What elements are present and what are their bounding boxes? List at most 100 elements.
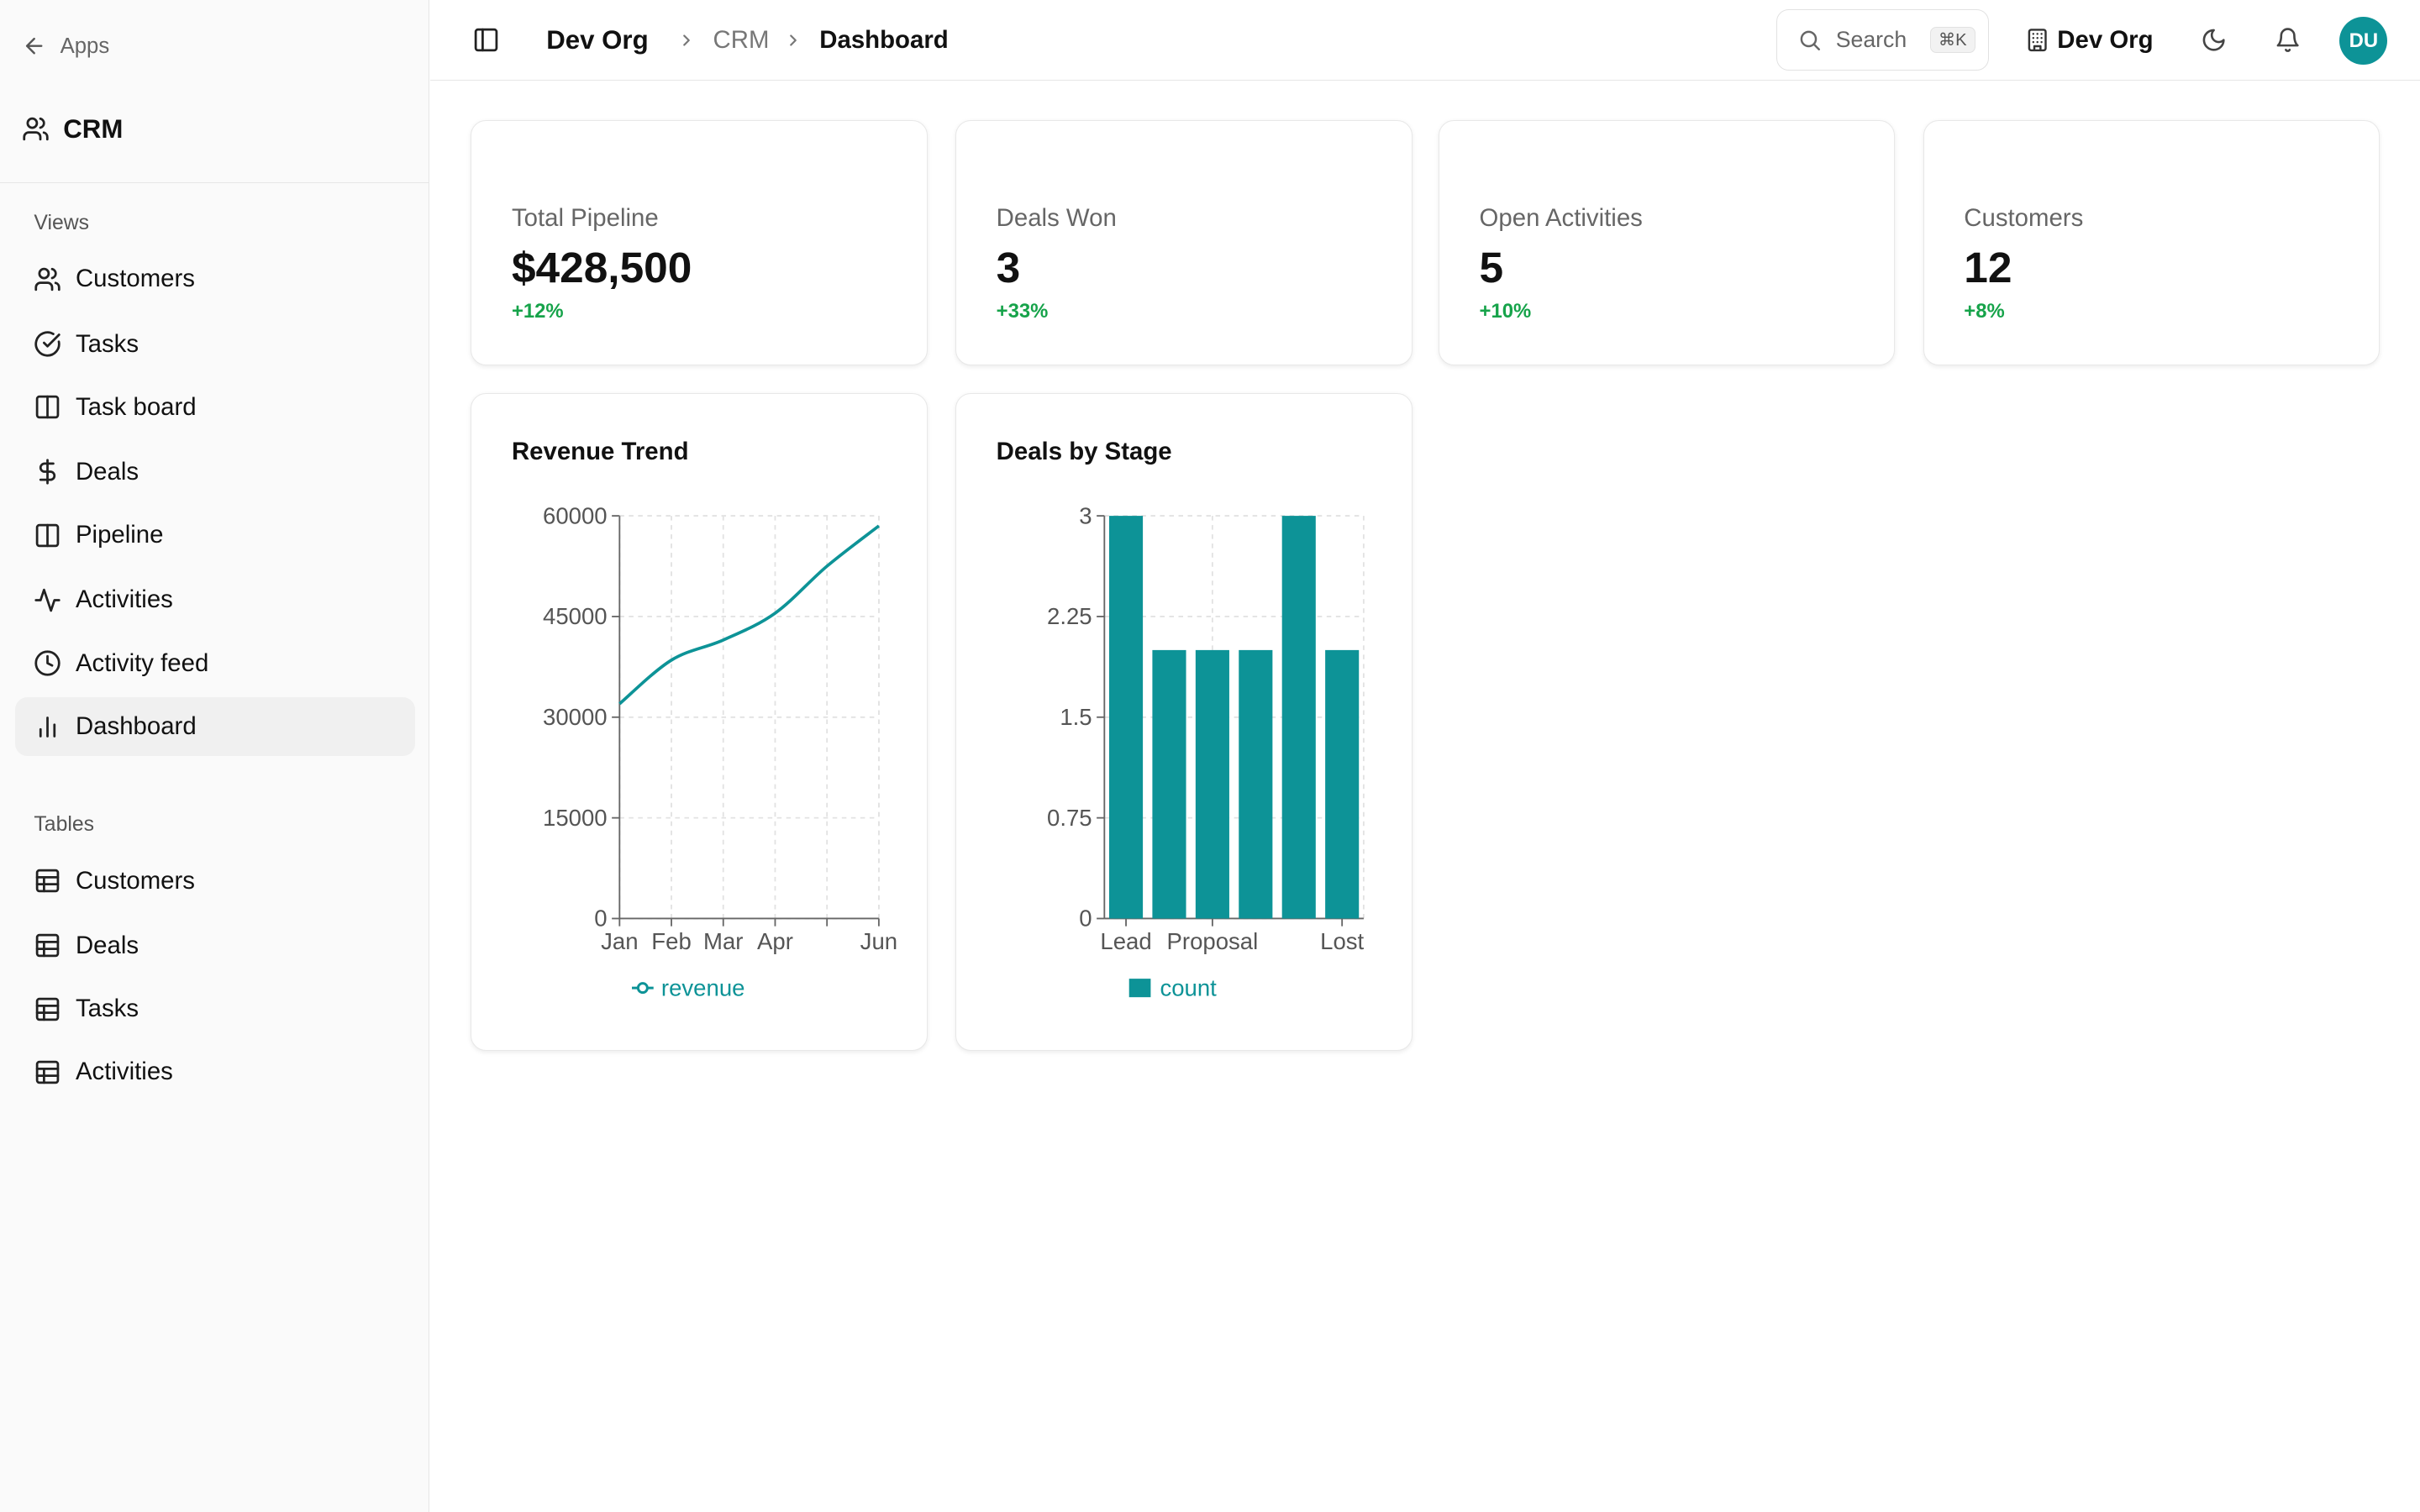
x-tick-label: Feb xyxy=(651,929,691,955)
legend-marker-icon xyxy=(637,982,650,995)
y-tick-label: 60000 xyxy=(543,503,608,529)
sidebar-divider xyxy=(0,181,429,183)
sidebar-item-label: Deals xyxy=(75,931,139,959)
tables-section-label: Tables xyxy=(34,812,95,836)
chevron-right-icon xyxy=(784,0,802,81)
y-tick-label: 2.25 xyxy=(1047,603,1092,629)
sidebar-item-pipeline[interactable]: Pipeline xyxy=(15,506,415,564)
sidebar-item-activity-feed[interactable]: Activity feed xyxy=(15,634,415,693)
sidebar: Apps CRM Views Customers Tasks Task boar… xyxy=(0,0,429,1512)
revenue-series-line xyxy=(618,524,881,706)
table-icon xyxy=(36,934,60,958)
building-icon xyxy=(2028,29,2047,52)
sidebar-item-label: Tasks xyxy=(75,995,139,1023)
sidebar-item-customers[interactable]: Customers xyxy=(15,250,415,309)
sidebar-table-customers[interactable]: Customers xyxy=(15,852,415,911)
legend-label: revenue xyxy=(661,975,745,1001)
chart-title: Deals by Stage xyxy=(996,437,1172,465)
sidebar-item-tasks[interactable]: Tasks xyxy=(15,315,415,374)
y-tick-label: 45000 xyxy=(543,603,608,629)
x-tick-label: Proposal xyxy=(1166,929,1258,955)
x-tick-label: Lost xyxy=(1320,929,1364,955)
sidebar-toggle-icon xyxy=(474,28,498,52)
revenue-trend-card: Revenue Trend 0 15000 30000 45000 60000 Jan Fe… xyxy=(471,393,928,1051)
sidebar-item-dashboard[interactable]: Dashboard xyxy=(15,697,416,756)
table-icon xyxy=(36,869,60,893)
bar xyxy=(1152,650,1186,919)
sidebar-item-label: Pipeline xyxy=(75,521,164,549)
stat-label: Deals Won xyxy=(996,204,1117,233)
bar-chart-icon xyxy=(39,716,56,738)
search-icon xyxy=(1800,30,1820,50)
stat-card-open-activities: Open Activities 5 +10% xyxy=(1438,120,1896,366)
back-to-apps-link[interactable]: Apps xyxy=(22,34,109,58)
sidebar-item-label: Activity feed xyxy=(75,648,209,677)
revenue-trend-chart: 0 15000 30000 45000 60000 Jan Feb Mar Apr Jun reve… xyxy=(543,503,897,1001)
search-placeholder: Search xyxy=(1835,27,1907,53)
table-icon xyxy=(36,1060,60,1084)
avatar[interactable]: DU xyxy=(2339,17,2388,66)
theme-toggle-button[interactable] xyxy=(2201,0,2227,81)
y-tick-label: 0 xyxy=(1079,906,1092,932)
activity-icon xyxy=(34,588,61,612)
stat-label: Total Pipeline xyxy=(511,204,659,233)
search-button[interactable]: Search ⌘K xyxy=(1776,9,1990,71)
stat-label: Customers xyxy=(1964,204,2084,233)
y-tick-label: 1.5 xyxy=(1060,704,1092,730)
moon-icon xyxy=(2202,29,2225,51)
sidebar-item-label: Task board xyxy=(75,392,197,421)
top-bar: Dev Org CRM Dashboard Search ⌘K Dev Org … xyxy=(430,0,2420,81)
y-tick-label: 0.75 xyxy=(1047,805,1092,831)
stat-delta: +33% xyxy=(996,300,1049,323)
table-icon xyxy=(36,997,60,1021)
sidebar-table-tasks[interactable]: Tasks xyxy=(15,979,415,1038)
bar xyxy=(1325,650,1360,919)
x-tick-label: Mar xyxy=(703,929,743,955)
sidebar-item-task-board[interactable]: Task board xyxy=(15,378,415,437)
sidebar-table-deals[interactable]: Deals xyxy=(15,916,415,975)
stat-delta: +10% xyxy=(1479,300,1532,323)
sidebar-item-label: Tasks xyxy=(75,329,139,358)
bar xyxy=(1108,516,1143,919)
app-title: CRM xyxy=(22,113,124,144)
breadcrumb-current: Dashboard xyxy=(819,25,949,54)
x-tick-label: Jan xyxy=(601,929,638,955)
stat-delta: +12% xyxy=(511,300,564,323)
sidebar-item-label: Dashboard xyxy=(75,712,197,741)
y-tick-label: 15000 xyxy=(543,805,608,831)
breadcrumb-app[interactable]: CRM xyxy=(713,25,770,54)
sidebar-item-label: Activities xyxy=(75,585,173,614)
deals-by-stage-card: Deals by Stage 0 0.75 1.5 2.25 3 Lead Proposal… xyxy=(955,393,1413,1051)
users-icon xyxy=(34,267,61,291)
org-name: Dev Org xyxy=(2057,25,2154,54)
app-title-label: CRM xyxy=(63,113,124,144)
sidebar-item-label: Activities xyxy=(75,1058,173,1086)
search-shortcut: ⌘K xyxy=(1929,27,1975,54)
breadcrumb-org[interactable]: Dev Org xyxy=(546,24,649,55)
legend-label: count xyxy=(1160,975,1217,1001)
stat-delta: +8% xyxy=(1964,300,2005,323)
sidebar-toggle-button[interactable] xyxy=(472,0,500,81)
stat-card-customers: Customers 12 +8% xyxy=(1923,120,2381,366)
sidebar-table-activities[interactable]: Activities xyxy=(15,1043,415,1102)
notifications-button[interactable] xyxy=(2275,0,2301,81)
legend-swatch-icon xyxy=(1128,979,1151,998)
stat-card-deals-won: Deals Won 3 +33% xyxy=(955,120,1413,366)
sidebar-item-label: Customers xyxy=(75,866,195,895)
check-circle-icon xyxy=(34,331,61,357)
chevron-right-icon xyxy=(677,0,696,81)
stat-value: 12 xyxy=(1964,242,2012,291)
sidebar-item-activities[interactable]: Activities xyxy=(15,571,415,630)
y-tick-label: 3 xyxy=(1079,503,1092,529)
chart-title: Revenue Trend xyxy=(511,437,689,465)
stat-value: $428,500 xyxy=(511,242,692,291)
stat-label: Open Activities xyxy=(1479,204,1643,233)
y-tick-label: 30000 xyxy=(543,704,608,730)
bell-icon xyxy=(2276,28,2299,53)
bar xyxy=(1281,516,1316,919)
back-label: Apps xyxy=(60,34,110,58)
arrow-left-icon xyxy=(25,38,43,55)
bar xyxy=(1239,650,1273,919)
org-switcher[interactable]: Dev Org xyxy=(2025,0,2154,81)
sidebar-item-deals[interactable]: Deals xyxy=(15,443,415,501)
